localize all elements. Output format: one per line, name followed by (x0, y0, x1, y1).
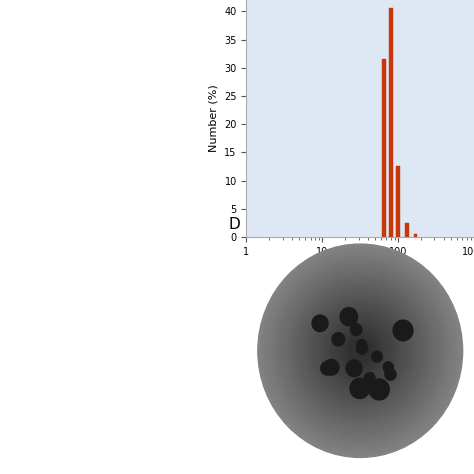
Circle shape (299, 287, 422, 415)
Circle shape (267, 254, 453, 447)
Circle shape (333, 323, 387, 379)
Circle shape (277, 264, 444, 438)
Bar (382, 59, 386, 237)
Circle shape (311, 300, 409, 402)
Circle shape (372, 351, 382, 362)
Circle shape (320, 310, 400, 392)
Circle shape (357, 340, 366, 350)
Circle shape (356, 342, 368, 354)
Circle shape (393, 320, 413, 341)
Circle shape (343, 332, 378, 369)
Circle shape (324, 313, 397, 389)
Circle shape (318, 306, 403, 395)
Circle shape (270, 257, 450, 444)
Y-axis label: Number (%): Number (%) (209, 85, 219, 152)
Circle shape (385, 369, 396, 380)
Circle shape (332, 333, 345, 346)
Circle shape (339, 329, 381, 373)
Circle shape (351, 324, 362, 336)
Circle shape (346, 360, 362, 377)
Circle shape (283, 270, 438, 431)
Text: 100 nm: 100 nm (264, 444, 292, 450)
Circle shape (292, 280, 428, 421)
Circle shape (258, 244, 463, 457)
Text: D: D (228, 217, 240, 232)
Circle shape (308, 296, 412, 405)
Circle shape (346, 336, 375, 366)
Circle shape (273, 260, 447, 441)
Bar (389, 9, 393, 237)
Circle shape (350, 378, 370, 399)
Circle shape (295, 283, 425, 418)
Circle shape (314, 303, 406, 399)
Circle shape (369, 379, 389, 400)
Circle shape (327, 316, 393, 385)
Circle shape (364, 373, 374, 384)
Circle shape (312, 315, 328, 332)
Circle shape (365, 373, 375, 383)
X-axis label: Size (nm): Size (nm) (334, 262, 387, 272)
Circle shape (286, 273, 434, 428)
Circle shape (330, 319, 391, 382)
Circle shape (280, 267, 441, 435)
Circle shape (261, 247, 459, 454)
Circle shape (383, 362, 393, 373)
Bar (414, 234, 417, 237)
Bar (405, 223, 409, 237)
Circle shape (289, 277, 431, 425)
Circle shape (337, 326, 384, 376)
Circle shape (324, 359, 339, 375)
Circle shape (305, 293, 416, 409)
Circle shape (321, 361, 334, 375)
Circle shape (349, 339, 372, 363)
Circle shape (264, 251, 456, 451)
Circle shape (302, 290, 419, 411)
Bar (396, 166, 400, 237)
Circle shape (340, 308, 357, 326)
